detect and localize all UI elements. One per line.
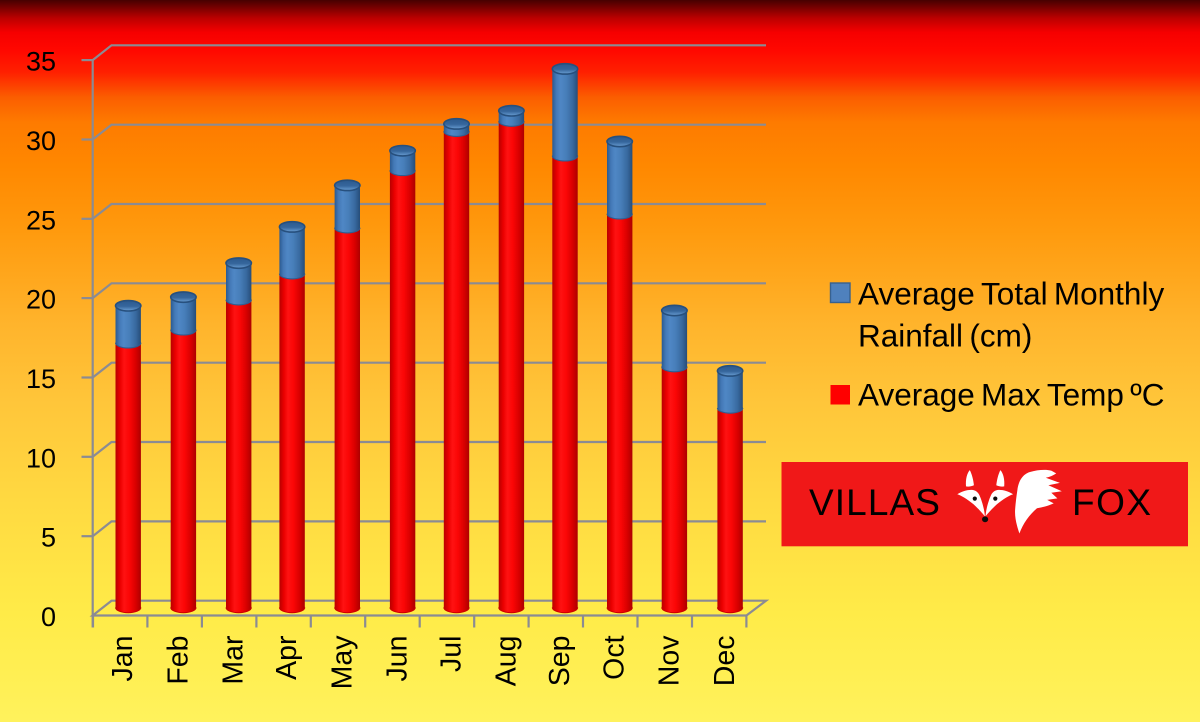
svg-text:Nov: Nov — [653, 635, 685, 686]
svg-text:5: 5 — [41, 523, 56, 553]
svg-text:Average Total Monthly: Average Total Monthly — [858, 276, 1164, 312]
svg-text:Mar: Mar — [218, 635, 250, 685]
svg-text:Jan: Jan — [107, 636, 139, 682]
svg-text:Feb: Feb — [162, 636, 194, 685]
svg-text:30: 30 — [26, 126, 56, 156]
svg-text:Rainfall (cm): Rainfall (cm) — [858, 318, 1032, 354]
svg-text:Aug: Aug — [490, 636, 522, 687]
svg-text:10: 10 — [26, 443, 56, 473]
svg-text:Dec: Dec — [709, 636, 741, 687]
svg-text:35: 35 — [26, 47, 56, 77]
svg-text:May: May — [326, 635, 358, 690]
svg-text:20: 20 — [26, 285, 56, 315]
svg-text:Oct: Oct — [599, 635, 631, 679]
svg-text:Jun: Jun — [382, 636, 414, 682]
svg-text:Sep: Sep — [544, 636, 576, 687]
svg-text:15: 15 — [26, 364, 56, 394]
svg-text:0: 0 — [41, 602, 56, 632]
svg-text:Jul: Jul — [436, 636, 468, 672]
svg-text:25: 25 — [26, 205, 56, 235]
svg-text:FOX: FOX — [1072, 482, 1153, 523]
svg-text:Apr: Apr — [271, 635, 303, 680]
svg-text:VILLAS: VILLAS — [809, 482, 941, 523]
svg-text:Average Max Temp ºC: Average Max Temp ºC — [858, 377, 1164, 413]
